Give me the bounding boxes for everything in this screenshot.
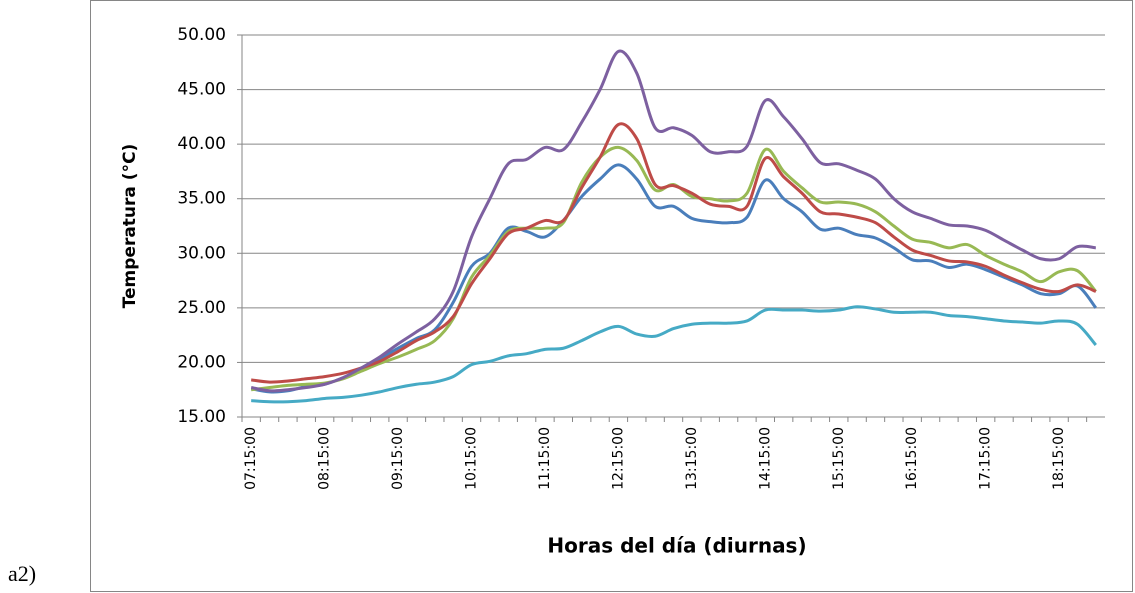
x-tick-label: 13:15:00 <box>684 427 700 490</box>
x-tick-label: 09:15:00 <box>390 427 406 490</box>
x-tick-label: 14:15:00 <box>757 427 773 490</box>
chart-frame <box>90 0 1133 592</box>
x-tick-label: 16:15:00 <box>904 427 920 490</box>
x-tick-label: 18:15:00 <box>1051 427 1067 490</box>
series-line <box>250 163 1098 394</box>
x-tick-label: 11:15:00 <box>537 427 553 490</box>
series-line <box>250 49 1096 393</box>
y-tick-label: 25.00 <box>177 298 226 318</box>
y-axis-title: Temperatura (°C) <box>120 144 140 309</box>
y-tick-label: 30.00 <box>177 243 226 263</box>
y-tick-label: 20.00 <box>177 352 226 372</box>
x-tick-label: 08:15:00 <box>317 427 333 490</box>
x-tick-label: 12:15:00 <box>610 427 626 490</box>
y-tick-label: 40.00 <box>177 134 226 154</box>
y-tick-label: 35.00 <box>177 189 226 209</box>
x-tick-label: 17:15:00 <box>978 427 994 490</box>
series-line <box>251 305 1097 404</box>
series-line <box>250 122 1097 384</box>
y-tick-label: 15.00 <box>177 407 226 427</box>
y-tick-label: 45.00 <box>177 80 226 100</box>
x-tick-label: 10:15:00 <box>464 427 480 490</box>
x-axis-title: Horas del día (diurnas) <box>547 534 806 558</box>
x-tick-label: 15:15:00 <box>831 427 847 490</box>
y-tick-label: 50.00 <box>177 25 226 45</box>
figure-label: a2) <box>8 561 36 586</box>
x-tick-label: 07:15:00 <box>243 427 259 490</box>
